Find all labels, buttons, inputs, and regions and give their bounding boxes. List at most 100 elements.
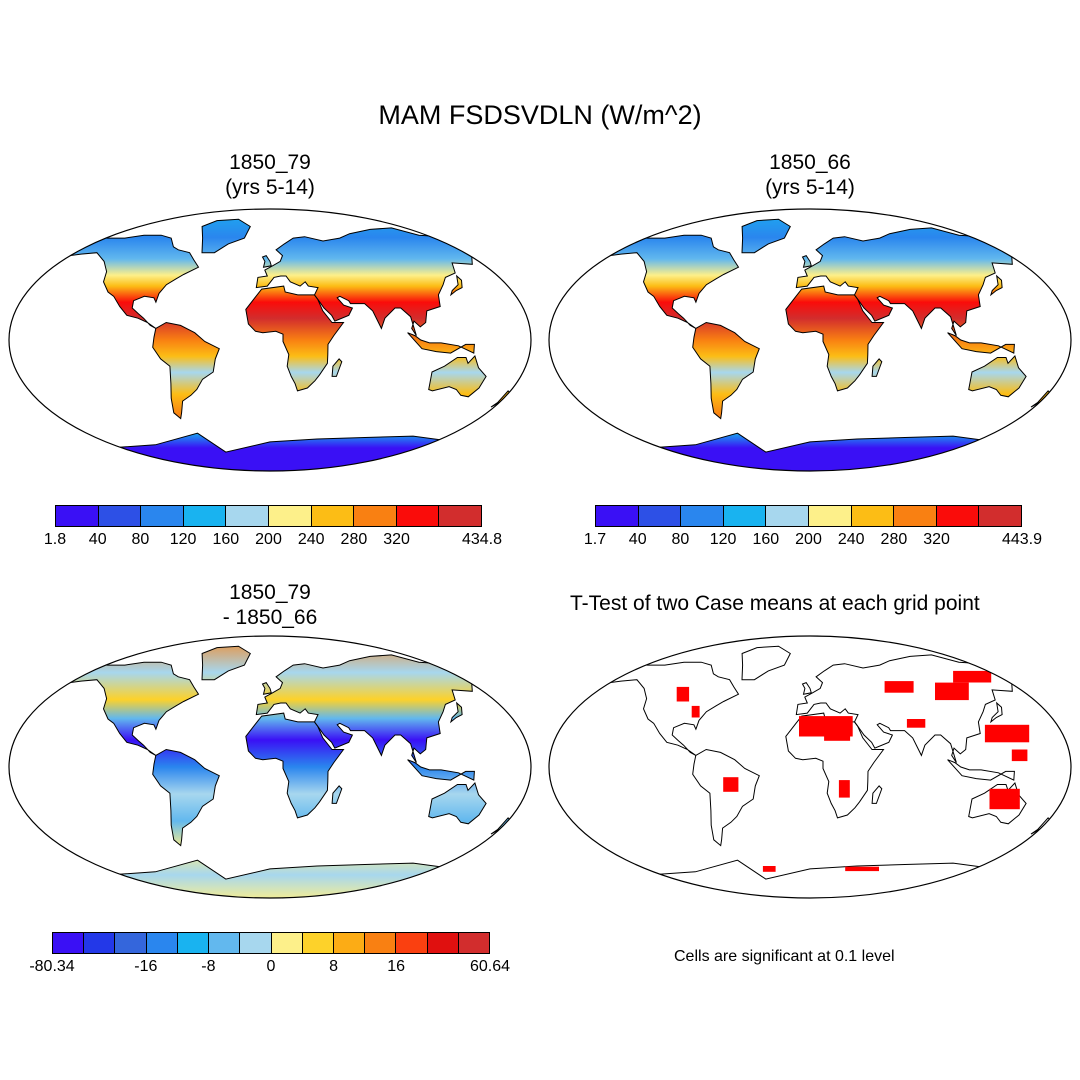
map-outline bbox=[8, 208, 532, 472]
colorbar-tick-label: 80 bbox=[131, 531, 150, 548]
colorbar-tick-label: -8 bbox=[201, 958, 216, 975]
colorbar-tick-label: 240 bbox=[837, 531, 865, 548]
significant-cells bbox=[989, 788, 1020, 810]
colorbar-tick-label: 120 bbox=[709, 531, 737, 548]
colorbar-tick-label: 80 bbox=[671, 531, 690, 548]
significant-cells bbox=[884, 681, 914, 693]
colorbar-1850-79 bbox=[55, 505, 482, 527]
colorbar-swatch bbox=[183, 506, 227, 526]
colorbar-1850-66 bbox=[595, 505, 1022, 527]
land-uk bbox=[261, 681, 272, 695]
colorbar-tick-label: 1.7 bbox=[583, 531, 607, 548]
land-indonesia bbox=[947, 759, 1015, 781]
colorbar-swatch bbox=[458, 933, 490, 953]
panel-3-title-line2: - 1850_66 bbox=[222, 606, 318, 629]
significance-note: Cells are significant at 0.1 level bbox=[674, 948, 895, 965]
figure-title: MAM FSDSVDLN (W/m^2) bbox=[378, 100, 702, 130]
land-antarctica bbox=[593, 432, 1018, 471]
significant-cells bbox=[723, 777, 739, 792]
panel-4-title: T-Test of two Case means at each grid po… bbox=[570, 592, 980, 615]
panel-3-title-line1: 1850_79 bbox=[229, 581, 311, 604]
land-madagascar bbox=[331, 358, 343, 377]
land-japan bbox=[989, 701, 1003, 724]
land-madagascar bbox=[871, 785, 883, 804]
land-greenland bbox=[201, 645, 251, 681]
colorbar-swatch bbox=[271, 933, 303, 953]
land-samerica bbox=[692, 321, 760, 420]
significant-cells bbox=[935, 682, 969, 701]
colorbar-tick-label: 40 bbox=[628, 531, 647, 548]
colorbar-swatch bbox=[98, 506, 142, 526]
significant-cells bbox=[845, 866, 879, 872]
colorbar-swatch bbox=[302, 933, 334, 953]
land-australia bbox=[968, 355, 1027, 398]
colorbar-swatch bbox=[439, 506, 481, 526]
land-uk bbox=[801, 681, 812, 695]
land-indonesia bbox=[407, 759, 475, 781]
colorbar-swatch bbox=[851, 506, 895, 526]
colorbar-swatch bbox=[115, 933, 147, 953]
colorbar-swatch bbox=[808, 506, 852, 526]
colorbar-swatch bbox=[365, 933, 397, 953]
colorbar-tick-label: 200 bbox=[795, 531, 822, 548]
colorbar-swatch bbox=[638, 506, 682, 526]
land-eurasia bbox=[255, 227, 491, 336]
colorbar-swatch bbox=[333, 933, 366, 953]
colorbar-tick-label: 8 bbox=[329, 958, 339, 975]
panel-2-title-line1: 1850_66 bbox=[769, 151, 851, 174]
land-africa bbox=[245, 285, 345, 392]
land-australia bbox=[968, 782, 1027, 825]
land-australia bbox=[428, 355, 487, 398]
colorbar-tick-label: -16 bbox=[134, 958, 158, 975]
map-panel-1850-79 bbox=[8, 208, 532, 472]
colorbar-tick-label: 120 bbox=[169, 531, 197, 548]
map-panel-1850-66 bbox=[548, 208, 1072, 472]
land-indonesia bbox=[407, 332, 475, 354]
colorbar-tick-label: 240 bbox=[297, 531, 325, 548]
significant-cells bbox=[906, 719, 926, 728]
colorbar-tick-label: 60.64 bbox=[469, 958, 511, 975]
land-nz bbox=[490, 390, 514, 408]
colorbar-tick-label: 320 bbox=[383, 531, 410, 548]
panel-2-title-line2: (yrs 5-14) bbox=[765, 176, 855, 199]
colorbar-tick-label: 1.8 bbox=[43, 531, 67, 548]
panel-2-title: 1850_66 (yrs 5-14) bbox=[710, 150, 910, 200]
land-samerica bbox=[692, 748, 760, 847]
land-japan bbox=[449, 701, 463, 724]
land-africa bbox=[245, 712, 345, 819]
land-madagascar bbox=[871, 358, 883, 377]
colorbar-tick-label: 16 bbox=[387, 958, 406, 975]
colorbar-swatch bbox=[177, 933, 210, 953]
land-samerica bbox=[152, 748, 220, 847]
colorbar-swatch bbox=[681, 506, 724, 526]
colorbar-swatch bbox=[396, 933, 428, 953]
map-outline bbox=[548, 208, 1072, 472]
map-outline bbox=[8, 635, 532, 899]
significant-cells bbox=[1011, 749, 1028, 762]
land-eurasia bbox=[255, 654, 491, 763]
colorbar-tick-label: 280 bbox=[340, 531, 368, 548]
significant-cells bbox=[984, 724, 1030, 743]
colorbar-tick-label: 160 bbox=[212, 531, 240, 548]
colorbar-tick-label: 160 bbox=[752, 531, 780, 548]
land-antarctica bbox=[53, 859, 478, 898]
colorbar-swatch bbox=[53, 933, 85, 953]
significant-cells bbox=[824, 729, 851, 741]
colorbar-tick-label: 0 bbox=[266, 958, 276, 975]
land-greenland bbox=[741, 218, 791, 254]
significant-cells bbox=[838, 780, 850, 798]
map-panel-difference bbox=[8, 635, 532, 899]
land-eurasia bbox=[795, 227, 1031, 336]
panel-1-title-line1: 1850_79 bbox=[229, 151, 311, 174]
colorbar-tick-label: -80.34 bbox=[29, 958, 75, 975]
colorbar-swatch bbox=[146, 933, 178, 953]
significant-cells bbox=[691, 705, 700, 718]
land-eurasia bbox=[795, 654, 1031, 763]
land-uk bbox=[261, 254, 272, 268]
colorbar-swatch bbox=[936, 506, 980, 526]
colorbar-tick-label: 200 bbox=[255, 531, 282, 548]
colorbar-swatch bbox=[240, 933, 272, 953]
significant-cells bbox=[762, 866, 776, 872]
colorbar-swatch bbox=[268, 506, 312, 526]
panel-1-title-line2: (yrs 5-14) bbox=[225, 176, 315, 199]
